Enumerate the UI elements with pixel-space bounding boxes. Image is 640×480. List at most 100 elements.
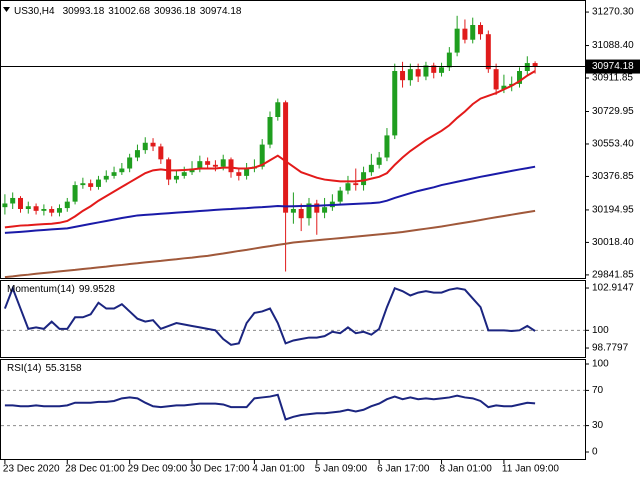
x-tick-label: 23 Dec 2020 <box>3 464 60 475</box>
x-tick-label: 11 Jan 09:00 <box>502 464 560 475</box>
y-tick-label: 30 <box>592 420 604 431</box>
candle-body <box>25 206 31 209</box>
candle-body <box>485 34 491 70</box>
candle-body <box>244 168 250 176</box>
menu-triangle[interactable] <box>3 7 10 12</box>
y-tick-label: 30376.85 <box>592 171 634 182</box>
x-tick-label: 4 Jan 01:00 <box>252 464 305 475</box>
candle-body <box>197 161 203 169</box>
indicator-header: Momentum(14) 99.9528 <box>7 284 115 295</box>
candle-body <box>454 28 460 53</box>
candle-body <box>446 52 452 68</box>
y-tick-label: 100 <box>592 325 609 336</box>
ohlc-open: 30993.18 <box>63 6 105 17</box>
y-tick-label: 98.7797 <box>592 343 629 354</box>
candle-body <box>33 206 39 211</box>
indicator-header: RSI(14) 55.3158 <box>7 363 82 374</box>
candle-body <box>41 209 47 211</box>
x-tick-label: 30 Dec 17:00 <box>190 464 250 475</box>
indicator-value: 55.3158 <box>45 363 82 374</box>
y-tick-label: 102.9147 <box>592 283 634 294</box>
ohlc-close: 30974.18 <box>200 6 242 17</box>
candle-body <box>64 201 70 209</box>
candle-body <box>49 209 55 213</box>
candle-body <box>337 190 343 202</box>
candle-body <box>431 65 437 73</box>
candle-body <box>2 203 8 208</box>
candle-body <box>103 175 109 180</box>
candle-body <box>56 208 62 213</box>
candle-body <box>400 71 406 81</box>
x-tick-label: 6 Jan 17:00 <box>377 464 430 475</box>
candle-body <box>407 69 413 81</box>
candle-body <box>353 183 359 186</box>
x-tick-label: 5 Jan 09:00 <box>315 464 368 475</box>
candle-body <box>236 172 242 176</box>
y-tick-label: 30553.40 <box>592 139 634 150</box>
candle-body <box>181 172 187 176</box>
candle-body <box>517 71 523 84</box>
candle-body <box>462 28 468 40</box>
candle-body <box>314 203 320 213</box>
moving-average <box>4 209 536 279</box>
candle-body <box>493 69 499 90</box>
indicator-name: Momentum(14) <box>7 284 75 295</box>
candle-body <box>478 25 484 35</box>
momentum-panel-frame <box>0 280 586 358</box>
candle-body <box>95 179 101 187</box>
rsi-panel-frame <box>0 359 586 460</box>
moving-average <box>4 165 536 234</box>
x-tick-label: 8 Jan 01:00 <box>440 464 493 475</box>
candle-body <box>205 161 211 165</box>
candle-body <box>439 67 445 73</box>
candle-body <box>376 157 382 165</box>
candle-body <box>10 197 16 204</box>
y-tick-label: 30194.95 <box>592 205 634 216</box>
indicator-name: RSI(14) <box>7 363 41 374</box>
y-tick-label: 70 <box>592 385 604 396</box>
candle-body <box>345 183 351 191</box>
candle-body <box>150 142 156 147</box>
ohlc-high: 31002.68 <box>108 6 150 17</box>
candle-body <box>127 157 133 169</box>
candle-body <box>119 168 125 173</box>
candle-body <box>88 183 94 187</box>
candle-body <box>415 69 421 77</box>
candle-body <box>220 159 226 167</box>
candle-body <box>322 207 328 213</box>
y-tick-label: 31270.30 <box>592 7 634 18</box>
y-tick-label: 0 <box>592 447 598 458</box>
chart-header: US30,H4 30993.18 31002.68 30936.18 30974.18 <box>14 6 242 17</box>
candle-body <box>532 63 538 67</box>
candle-body <box>80 183 86 186</box>
candle-body <box>368 164 374 173</box>
candle-body <box>212 164 218 167</box>
symbol: US30,H4 <box>14 6 55 17</box>
candle-body <box>72 185 78 202</box>
candle-body <box>17 197 23 209</box>
candle-body <box>361 172 367 186</box>
candle-body <box>290 209 296 213</box>
y-tick-label: 29841.85 <box>592 270 634 281</box>
indicator-value: 99.9528 <box>79 284 116 295</box>
candle-body <box>392 71 398 136</box>
x-tick-label: 28 Dec 01:00 <box>65 464 125 475</box>
candle-body <box>470 25 476 40</box>
candle-body <box>306 203 312 219</box>
candle-body <box>111 172 117 176</box>
candle-body <box>173 175 179 180</box>
price-box <box>586 59 640 74</box>
candle-body <box>267 117 273 145</box>
candle-body <box>134 150 140 158</box>
candle-body <box>283 102 289 213</box>
y-tick-label: 31088.40 <box>592 40 634 51</box>
indicator-line <box>4 393 536 421</box>
candle-body <box>259 144 265 167</box>
y-tick-label: 100 <box>592 359 609 370</box>
candle-body <box>228 159 234 173</box>
y-tick-label: 30018.40 <box>592 237 634 248</box>
main-panel-frame <box>0 0 586 279</box>
candle-body <box>142 142 148 151</box>
